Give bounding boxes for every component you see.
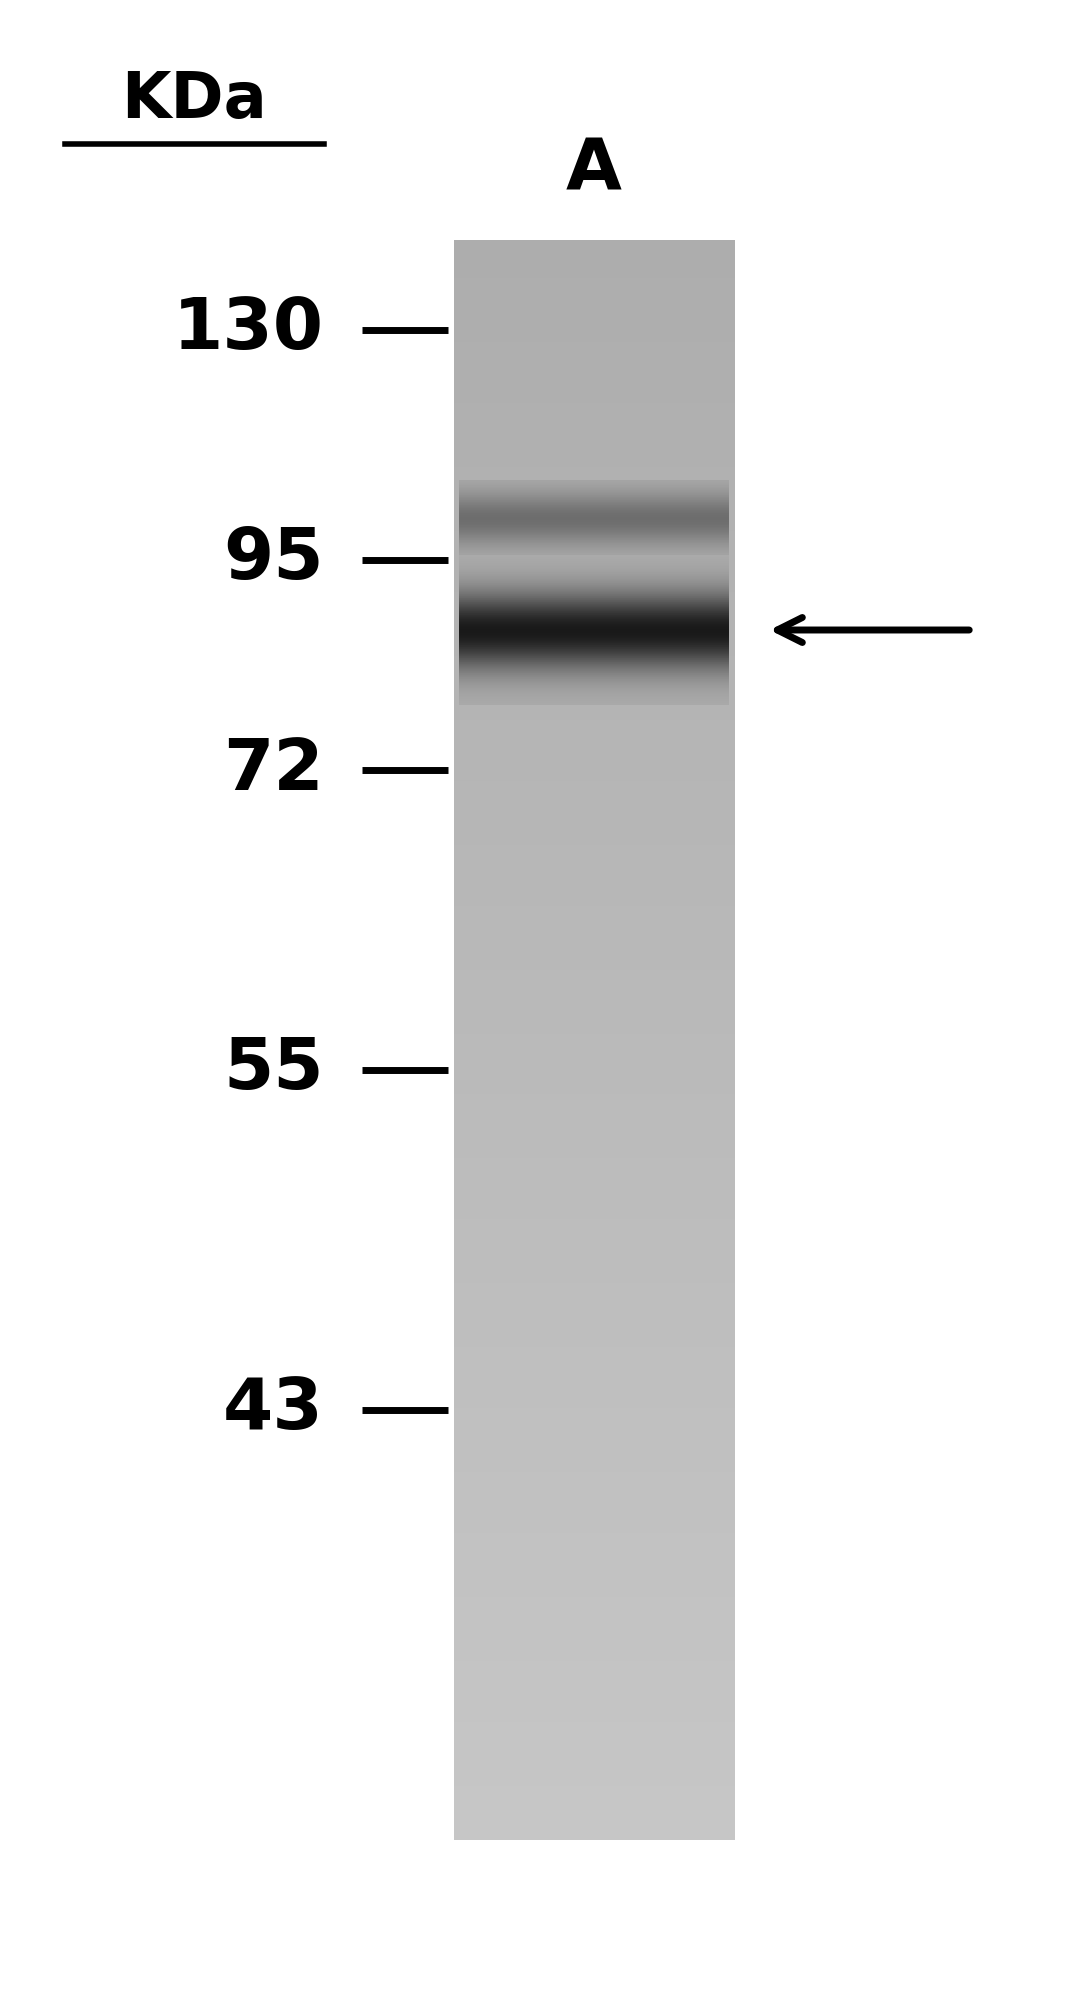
Text: 43: 43 xyxy=(224,1376,324,1444)
Text: 55: 55 xyxy=(224,1036,324,1104)
Text: KDa: KDa xyxy=(122,68,267,132)
Text: 95: 95 xyxy=(224,526,324,594)
Text: A: A xyxy=(566,136,622,204)
Text: 130: 130 xyxy=(173,296,324,364)
Text: 72: 72 xyxy=(224,736,324,804)
